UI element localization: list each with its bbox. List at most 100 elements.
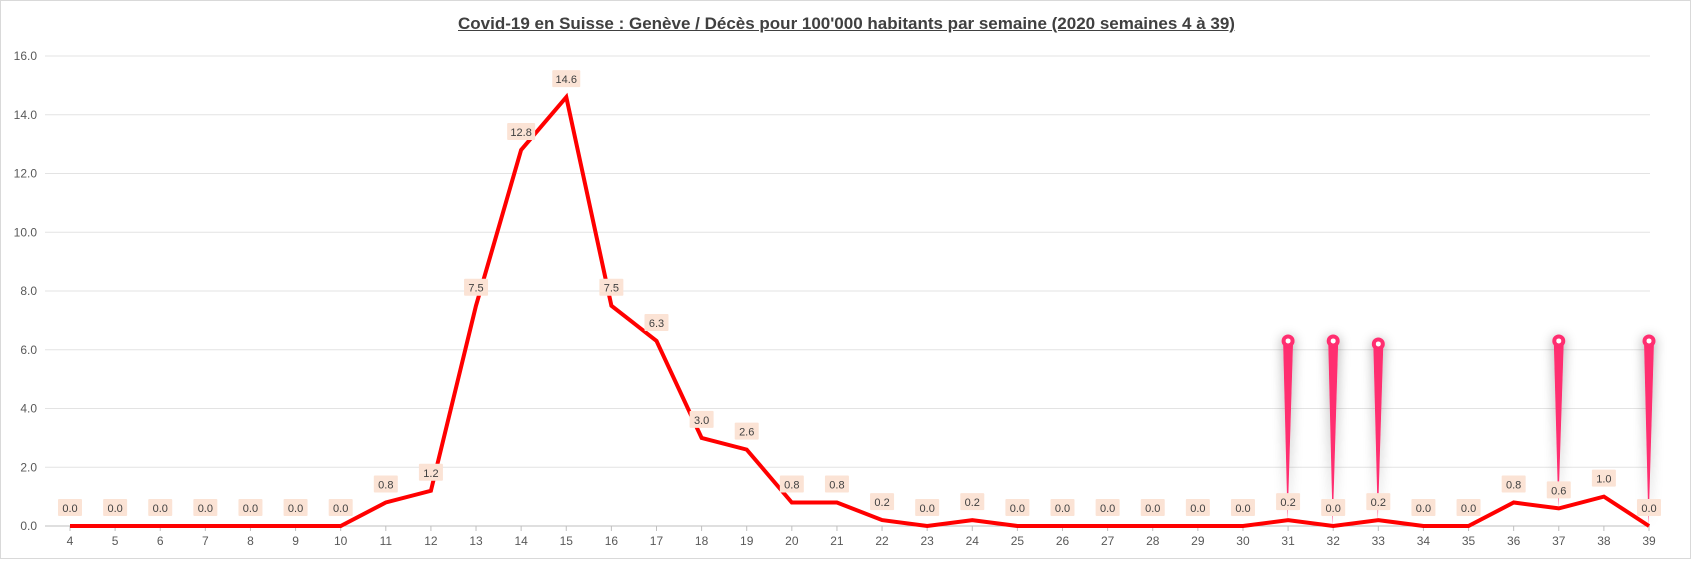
data-label-text: 0.2 (874, 497, 889, 509)
data-label: 0.6 (1546, 481, 1571, 499)
x-tick-label: 8 (247, 534, 254, 548)
data-label-text: 7.5 (468, 283, 483, 295)
series-line (70, 92, 1651, 529)
data-labels: 0.0 0.0 0.0 0.0 0.0 0.0 0.0 0.8 1.2 7.5 12.8 14.6 7.… (58, 70, 1661, 516)
data-label-box (1140, 499, 1165, 516)
y-tick-label: 12.0 (14, 167, 38, 181)
data-label: 0.0 (193, 499, 218, 516)
data-label-box (328, 499, 353, 516)
data-label-text: 7.5 (604, 283, 619, 295)
x-tick-label: 39 (1642, 534, 1656, 548)
pin-marker (1281, 334, 1295, 521)
data-label-box (464, 278, 489, 296)
data-label-text: 0.0 (1461, 503, 1476, 515)
x-tick-label: 6 (157, 534, 164, 548)
data-label-box (193, 499, 218, 516)
data-label-box (1095, 499, 1120, 516)
data-label-text: 0.8 (829, 480, 844, 492)
x-tick-label: 11 (380, 534, 393, 548)
data-label-box (283, 499, 308, 516)
data-label-box (507, 123, 536, 140)
x-tick-label: 13 (469, 534, 483, 548)
data-label-box (552, 70, 581, 88)
data-label: 0.0 (1095, 499, 1120, 516)
data-label: 0.8 (779, 475, 804, 493)
x-tick-label: 17 (650, 534, 664, 548)
x-tick-label: 24 (966, 534, 980, 548)
data-label-box (734, 422, 759, 440)
data-label-text: 0.0 (1235, 503, 1250, 515)
data-label: 0.0 (1456, 499, 1481, 516)
data-label-text: 0.0 (1145, 503, 1160, 515)
data-label-text: 12.8 (510, 127, 531, 139)
data-label-text: 3.0 (694, 415, 709, 427)
data-label: 0.2 (960, 493, 985, 511)
pin-marker-stem (1283, 340, 1294, 521)
pin-marker-hole (1375, 341, 1381, 347)
pin-marker-stem (1328, 340, 1339, 526)
data-label-box (373, 475, 398, 493)
pin-marker-hole (1330, 338, 1336, 344)
x-tick-label: 19 (740, 534, 754, 548)
data-label-box (1456, 499, 1481, 516)
x-tick-label: 30 (1236, 534, 1250, 548)
x-tick-label: 27 (1101, 534, 1115, 548)
data-label-box (1591, 469, 1616, 487)
data-label-box (1637, 499, 1661, 516)
data-label: 0.0 (58, 499, 82, 516)
data-label-text: 0.0 (1055, 503, 1070, 515)
data-label: 0.8 (1501, 475, 1526, 493)
data-label-text: 0.2 (1371, 497, 1386, 509)
x-tick-label: 21 (830, 534, 844, 548)
data-label-box (960, 493, 985, 511)
data-label-box (915, 499, 940, 516)
data-label-box (418, 463, 443, 481)
data-label: 2.6 (734, 422, 759, 440)
data-label-box (644, 313, 669, 331)
data-label: 0.0 (1230, 499, 1255, 516)
pin-marker-stem (1373, 343, 1384, 521)
series-polyline (70, 92, 1651, 529)
data-label-text: 0.0 (107, 503, 122, 515)
x-tick-label: 25 (1011, 534, 1025, 548)
data-label-box (1321, 499, 1346, 516)
axes: 0.0 2.0 4.0 6.0 8.0 10.0 12.0 14.0 16.0 4 5 6 7 8 9 10 1… (14, 49, 1656, 548)
data-label: 0.0 (1050, 499, 1075, 516)
data-label-text: 2.6 (739, 427, 754, 439)
data-label-box (689, 410, 714, 428)
data-label: 0.0 (1005, 499, 1030, 516)
pin-markers (1281, 334, 1656, 526)
x-tick-label: 10 (334, 534, 348, 548)
y-tick-label: 14.0 (14, 108, 38, 122)
y-tick-label: 2.0 (20, 460, 37, 474)
x-tick-label: 35 (1462, 534, 1476, 548)
data-label-text: 0.0 (333, 503, 348, 515)
x-tick-label: 16 (605, 534, 619, 548)
x-tick-label: 7 (202, 534, 209, 548)
data-label: 0.0 (1637, 499, 1661, 516)
data-label-text: 0.0 (1326, 503, 1341, 515)
data-label-text: 0.0 (1100, 503, 1115, 515)
data-label-text: 0.0 (198, 503, 213, 515)
data-label: 7.5 (464, 278, 489, 296)
data-label: 3.0 (689, 410, 714, 428)
data-label: 0.8 (824, 475, 849, 493)
data-label-box (1411, 499, 1436, 516)
y-tick-label: 4.0 (20, 402, 37, 416)
data-label: 12.8 (507, 123, 536, 140)
data-label-box (824, 475, 849, 493)
data-label-text: 0.0 (243, 503, 258, 515)
x-tick-label: 33 (1372, 534, 1386, 548)
y-tick-label: 6.0 (20, 343, 37, 357)
data-label-text: 0.0 (288, 503, 303, 515)
data-label-box (58, 499, 82, 516)
data-label-text: 0.0 (920, 503, 935, 515)
x-tick-label: 18 (695, 534, 709, 548)
data-label: 0.8 (373, 475, 398, 493)
data-label-box (870, 493, 895, 511)
x-tick-label: 5 (112, 534, 119, 548)
x-tick-label: 4 (67, 534, 74, 548)
data-label: 14.6 (552, 70, 581, 88)
data-label-box (1366, 493, 1391, 511)
